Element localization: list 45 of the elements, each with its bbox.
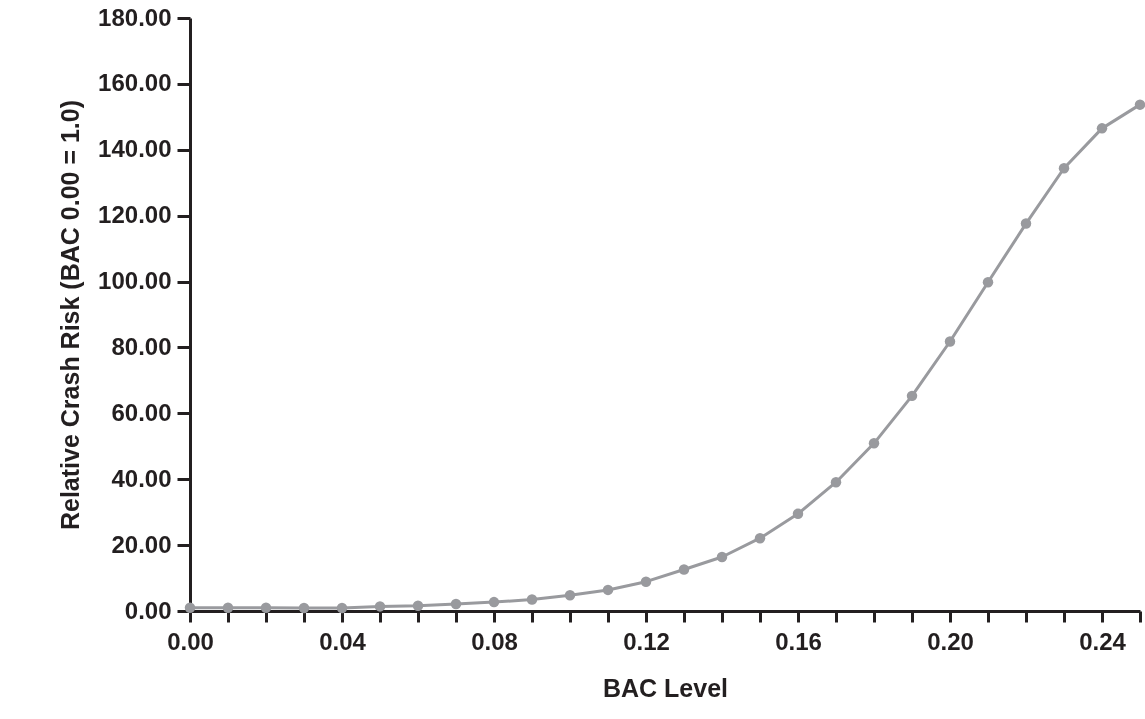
- point: [260, 602, 272, 613]
- x-tick-label: 0.04: [319, 627, 367, 655]
- y-tick-label: 20.00: [111, 530, 172, 558]
- point: [488, 596, 500, 608]
- x-tick-label: 0.08: [471, 627, 518, 655]
- y-tick-label: 140.00: [98, 135, 172, 163]
- x-axis-title: BAC Level: [602, 673, 729, 702]
- y-axis-title: Relative Crash Risk (BAC 0.00 = 1.0): [56, 99, 85, 531]
- point: [450, 598, 462, 610]
- point: [906, 390, 918, 402]
- y-tick-label: 180.00: [98, 3, 172, 31]
- point: [1020, 218, 1032, 229]
- y-tick-label: 40.00: [111, 464, 172, 492]
- y-tick-label: 0.00: [124, 596, 172, 624]
- point: [982, 276, 994, 288]
- point: [1096, 123, 1108, 134]
- point: [222, 602, 234, 613]
- point: [792, 508, 804, 520]
- point: [678, 564, 690, 575]
- point: [1058, 162, 1070, 174]
- x-tick-label: 0.16: [775, 627, 822, 655]
- point: [412, 600, 424, 611]
- point: [640, 576, 652, 587]
- point: [602, 584, 614, 596]
- x-tick-label: 0.00: [167, 627, 214, 655]
- point: [526, 594, 538, 605]
- x-tick-label: 0.20: [927, 627, 974, 655]
- point: [944, 336, 956, 347]
- point: [564, 589, 576, 601]
- point: [336, 602, 348, 614]
- point: [298, 602, 310, 614]
- x-tick-label: 0.24: [1079, 627, 1127, 655]
- y-tick-label: 80.00: [111, 332, 172, 360]
- point: [374, 601, 386, 612]
- point: [754, 532, 766, 544]
- point: [716, 551, 728, 563]
- point: [868, 438, 880, 449]
- point: [184, 602, 196, 613]
- y-tick-label: 160.00: [98, 69, 172, 97]
- y-tick-label: 100.00: [98, 267, 172, 295]
- point: [1134, 99, 1145, 110]
- point: [830, 476, 842, 488]
- y-tick-label: 60.00: [111, 398, 172, 426]
- x-tick-label: 0.12: [623, 627, 670, 655]
- y-tick-label: 120.00: [98, 201, 172, 229]
